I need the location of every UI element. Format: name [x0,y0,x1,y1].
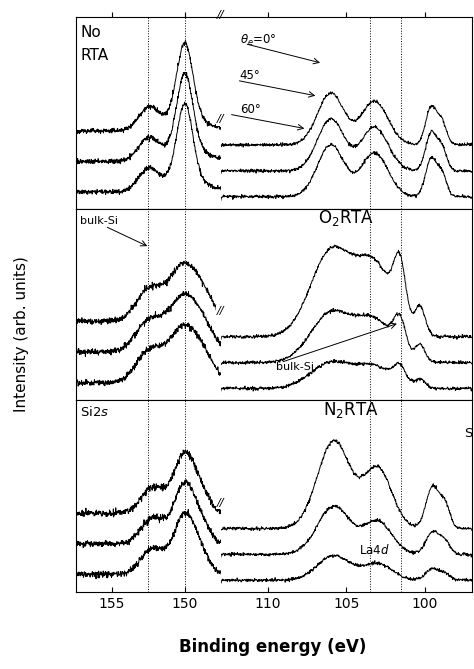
Text: //: // [217,114,225,124]
Text: RTA: RTA [80,48,109,64]
Text: //: // [217,10,225,20]
Text: Si2$p$: Si2$p$ [464,425,474,442]
Text: bulk-Si: bulk-Si [80,216,118,226]
Text: 45°: 45° [240,70,261,82]
Text: Si2$s$: Si2$s$ [80,405,109,419]
Text: Intensity (arb. units): Intensity (arb. units) [14,257,29,412]
Text: No: No [80,25,101,39]
Text: N$_2$RTA: N$_2$RTA [323,400,378,420]
Text: Binding energy (eV): Binding energy (eV) [179,638,366,656]
Text: $\theta_e$=0°: $\theta_e$=0° [240,33,276,47]
Text: //: // [217,306,225,316]
Text: //: // [217,498,225,508]
Text: 60°: 60° [240,103,261,116]
Text: O$_2$RTA: O$_2$RTA [318,209,374,228]
Text: La4$d$: La4$d$ [359,543,390,557]
Text: bulk-Si: bulk-Si [276,363,314,373]
